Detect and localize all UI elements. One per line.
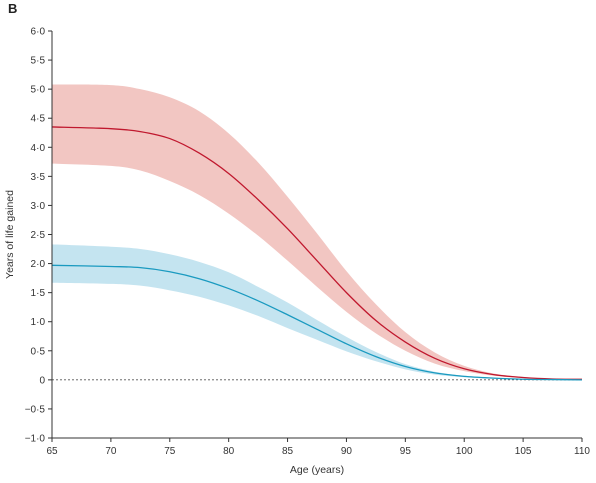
y-tick-label: 6·0 [31, 27, 46, 38]
x-tick-label: 85 [282, 446, 294, 457]
x-tick-label: 70 [105, 446, 117, 457]
y-tick-label: 5·0 [31, 85, 46, 96]
confidence-bands [52, 84, 582, 380]
y-axis-title: Years of life gained [4, 190, 16, 279]
x-tick-label: 80 [223, 446, 235, 457]
axes: −1·0 −0·5 0 0·5 1·0 1·5 2·0 2·5 3·0 3·5 4·0 4·5 5·0 5… [25, 27, 591, 458]
y-tick-label: 1·0 [31, 317, 46, 328]
y-tick-label: −0·5 [25, 404, 46, 415]
y-tick-label: 1·5 [31, 288, 46, 299]
confidence-band-2 [52, 244, 582, 380]
series-line-2 [51, 264, 583, 381]
y-tick-label: 4·0 [31, 143, 46, 154]
y-tick-label: 3·5 [31, 172, 46, 183]
panel-label: B [8, 1, 18, 16]
x-tick-label: 105 [515, 446, 532, 457]
y-tick-label: 2·0 [31, 259, 46, 270]
x-tick-label: 110 [574, 446, 590, 457]
y-tick-label: −1·0 [25, 434, 46, 445]
y-tick-label: 2·5 [31, 230, 46, 241]
x-tick-label: 75 [164, 446, 176, 457]
x-tick-label: 100 [456, 446, 473, 457]
series-line-1 [51, 126, 583, 380]
confidence-band-1 [52, 84, 582, 380]
x-tick-label: 65 [46, 446, 58, 457]
y-tick-label: 5·5 [31, 56, 46, 67]
x-axis-title: Age (years) [290, 464, 344, 476]
y-tick-label: 0·5 [31, 346, 46, 357]
x-tick-label: 90 [341, 446, 353, 457]
x-tick-label: 95 [400, 446, 412, 457]
series-lines [51, 126, 583, 381]
y-tick-label: 3·0 [31, 201, 46, 212]
y-tick-label: 0 [39, 375, 45, 386]
y-tick-label: 4·5 [31, 114, 46, 125]
